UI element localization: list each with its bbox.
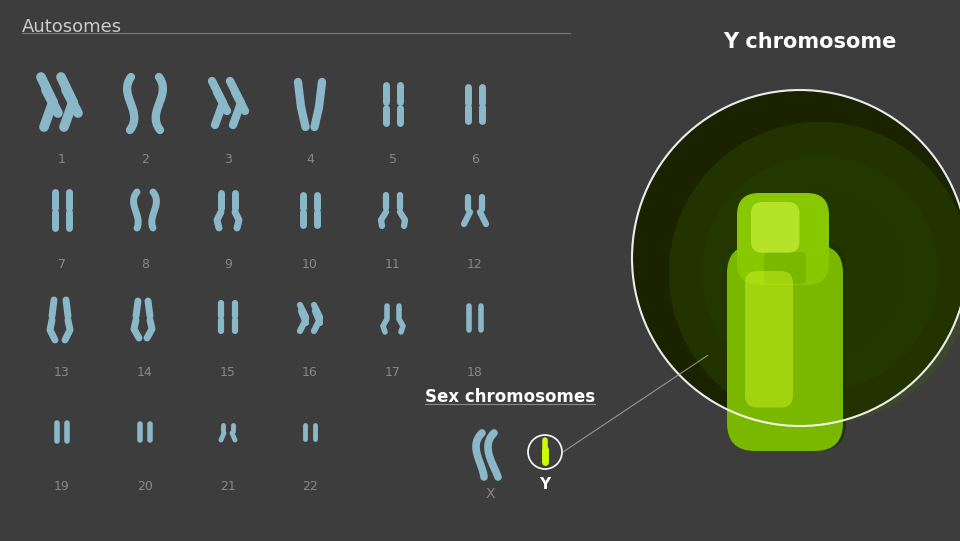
Text: 21: 21 xyxy=(220,480,236,493)
Circle shape xyxy=(736,189,904,357)
Circle shape xyxy=(703,155,938,391)
FancyBboxPatch shape xyxy=(735,240,846,451)
Text: 22: 22 xyxy=(302,480,318,493)
Text: 19: 19 xyxy=(54,480,70,493)
Text: Autosomes: Autosomes xyxy=(22,18,122,36)
FancyBboxPatch shape xyxy=(745,271,793,407)
Text: Y chromosome: Y chromosome xyxy=(723,32,897,52)
Circle shape xyxy=(669,122,960,424)
Text: 10: 10 xyxy=(302,258,318,271)
Text: 4: 4 xyxy=(306,153,314,166)
FancyBboxPatch shape xyxy=(751,202,800,253)
Text: 17: 17 xyxy=(385,366,401,379)
Text: 12: 12 xyxy=(468,258,483,271)
Text: 8: 8 xyxy=(141,258,149,271)
FancyBboxPatch shape xyxy=(727,245,843,451)
Text: 13: 13 xyxy=(54,366,70,379)
FancyBboxPatch shape xyxy=(744,198,831,293)
Text: 1: 1 xyxy=(58,153,66,166)
Text: Sex chromosomes: Sex chromosomes xyxy=(425,388,595,406)
Text: 20: 20 xyxy=(137,480,153,493)
Text: 15: 15 xyxy=(220,366,236,379)
Text: 3: 3 xyxy=(224,153,232,166)
Text: 16: 16 xyxy=(302,366,318,379)
Text: 14: 14 xyxy=(137,366,153,379)
FancyBboxPatch shape xyxy=(737,193,829,285)
Text: 9: 9 xyxy=(224,258,232,271)
Circle shape xyxy=(633,91,960,425)
Text: 18: 18 xyxy=(468,366,483,379)
Text: X: X xyxy=(485,487,494,501)
Text: 11: 11 xyxy=(385,258,401,271)
Text: 6: 6 xyxy=(471,153,479,166)
Text: Y: Y xyxy=(540,477,551,492)
Text: 2: 2 xyxy=(141,153,149,166)
Text: 5: 5 xyxy=(389,153,397,166)
FancyBboxPatch shape xyxy=(764,252,806,284)
Text: 7: 7 xyxy=(58,258,66,271)
